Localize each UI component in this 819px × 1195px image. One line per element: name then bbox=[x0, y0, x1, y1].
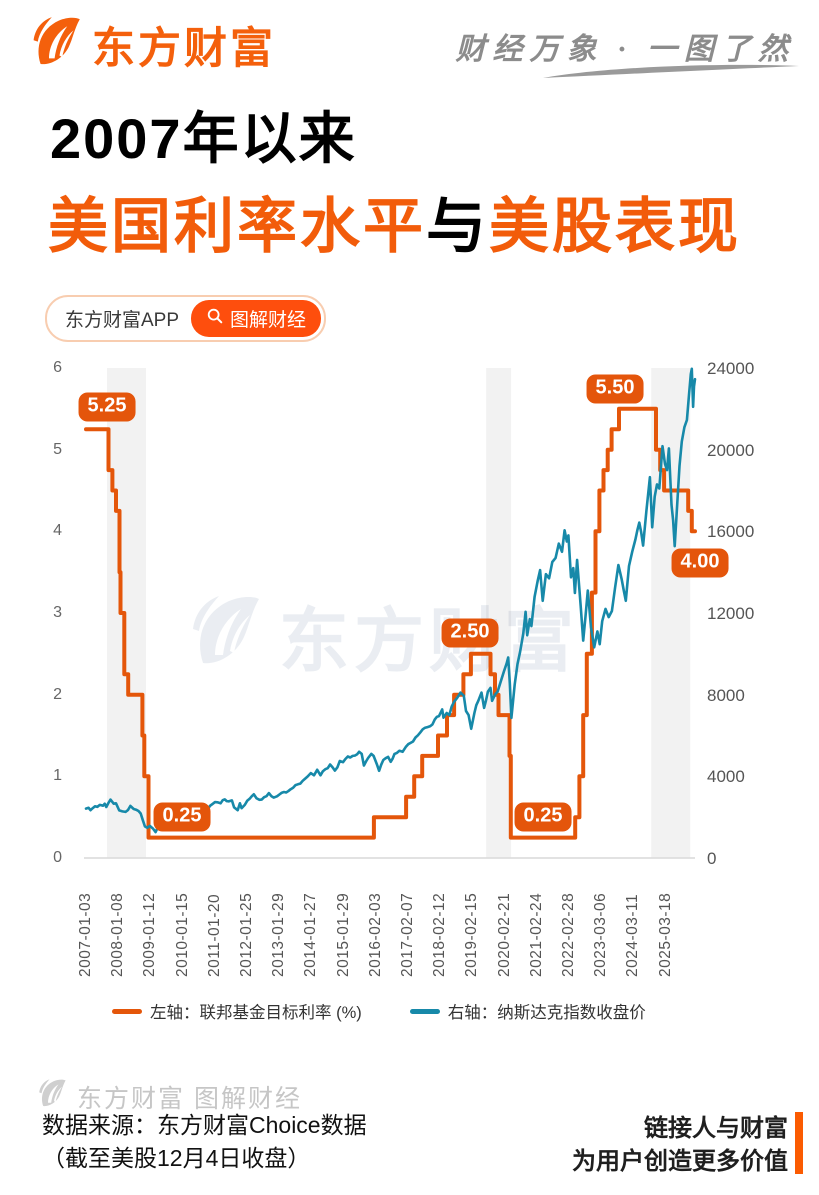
left-axis-tick: 3 bbox=[53, 604, 62, 621]
search-badge-label: 图解财经 bbox=[230, 310, 307, 331]
chart-legend: 左轴：联邦基金目标利率 (%) 右轴：纳斯达克指数收盘价 bbox=[112, 999, 646, 1023]
left-axis-tick: 2 bbox=[53, 685, 62, 703]
right-axis-tick: 4000 bbox=[707, 767, 745, 787]
x-axis-tick: 2017-02-07 bbox=[399, 892, 416, 977]
rate-annotation: 5.50 bbox=[586, 374, 644, 404]
series-1 bbox=[84, 367, 697, 834]
x-axis-tick: 2015-01-29 bbox=[334, 892, 352, 977]
brand-name: 东方财富 bbox=[92, 25, 276, 73]
right-axis-tick: 20000 bbox=[707, 440, 755, 460]
x-axis-tick: 2013-01-29 bbox=[270, 892, 288, 977]
legend-label: 右轴：纳斯达克指数收盘价 bbox=[447, 1004, 646, 1022]
x-axis-tick: 2022-02-28 bbox=[560, 892, 577, 977]
title-part-3: 美股表现 bbox=[489, 193, 741, 260]
data-source: 数据来源：东方财富Choice数据 （截至美股12月4日收盘） bbox=[42, 1109, 367, 1175]
page-title-line1: 2007年以来 bbox=[50, 107, 357, 170]
title-part-1: 美国利率水平 bbox=[48, 193, 426, 260]
left-axis-tick: 5 bbox=[53, 440, 62, 458]
eastmoney-leaf-icon bbox=[28, 15, 84, 76]
rate-annotation: 0.25 bbox=[153, 802, 211, 832]
app-badge-label: 东方财富APP bbox=[65, 310, 180, 331]
slogan-line1: 链接人与财富 bbox=[644, 1115, 788, 1142]
left-axis-tick: 6 bbox=[53, 359, 62, 376]
x-axis-tick: 2023-03-06 bbox=[592, 892, 610, 977]
left-axis-tick: 1 bbox=[53, 767, 62, 785]
tagline-swoosh bbox=[541, 62, 801, 87]
watermark-leaf-icon bbox=[185, 593, 265, 678]
right-axis-tick: 8000 bbox=[707, 685, 745, 705]
x-axis-tick: 2019-02-15 bbox=[463, 892, 481, 977]
x-axis-tick: 2008-01-08 bbox=[109, 892, 127, 977]
legend-dash-icon bbox=[112, 1008, 142, 1014]
x-axis-tick: 2011-01-20 bbox=[205, 893, 223, 977]
brand-logo: 东方财富 bbox=[28, 14, 276, 76]
series-0 bbox=[84, 406, 697, 840]
app-badge[interactable]: 东方财富APP 图解财经 bbox=[45, 295, 327, 342]
x-axis-tick: 2007-01-03 bbox=[77, 892, 94, 977]
x-axis-tick: 2025-03-18 bbox=[656, 892, 674, 977]
legend-item: 右轴：纳斯达克指数收盘价 bbox=[409, 999, 646, 1023]
slogan: 链接人与财富 为用户创造更多价值 bbox=[572, 1112, 788, 1178]
footer-leaf-icon bbox=[36, 1078, 68, 1115]
rate-annotation: 4.00 bbox=[671, 548, 729, 578]
legend-item: 左轴：联邦基金目标利率 (%) bbox=[112, 999, 362, 1023]
data-source-line1: 数据来源：东方财富Choice数据 bbox=[42, 1112, 367, 1138]
right-axis-tick: 0 bbox=[707, 849, 717, 868]
right-axis-tick: 16000 bbox=[707, 522, 755, 542]
x-axis-tick: 2021-02-24 bbox=[527, 892, 545, 977]
slogan-line2: 为用户创造更多价值 bbox=[572, 1148, 788, 1175]
rate-annotation: 5.25 bbox=[78, 392, 136, 422]
search-badge[interactable]: 图解财经 bbox=[191, 300, 322, 337]
badge-row: 东方财富APP 图解财经 bbox=[45, 295, 327, 342]
x-axis-tick: 2009-01-12 bbox=[141, 892, 159, 977]
x-axis-tick: 2024-03-11 bbox=[624, 893, 642, 977]
left-axis-tick: 4 bbox=[53, 522, 62, 540]
page-title-line2: 美国利率水平与美股表现 bbox=[48, 178, 741, 265]
x-axis-tick: 2020-02-21 bbox=[495, 892, 513, 977]
x-axis-tick: 2012-01-25 bbox=[238, 892, 255, 977]
left-axis-tick: 0 bbox=[53, 849, 62, 866]
slogan-accent-bar bbox=[795, 1112, 803, 1174]
rate-annotation: 2.50 bbox=[441, 618, 499, 648]
rate-annotation: 0.25 bbox=[514, 802, 572, 832]
legend-dash-icon bbox=[409, 1008, 440, 1014]
plot-canvas bbox=[84, 367, 697, 859]
footer-watermark: 东方财富 图解财经 bbox=[36, 1078, 302, 1115]
x-axis-tick: 2018-02-12 bbox=[431, 892, 449, 977]
legend-label: 左轴：联邦基金目标利率 (%) bbox=[150, 1004, 362, 1022]
footer-watermark-text: 东方财富 图解财经 bbox=[77, 1084, 302, 1113]
x-axis-tick: 2014-01-27 bbox=[302, 892, 320, 977]
data-source-line2: （截至美股12月4日收盘） bbox=[42, 1145, 311, 1171]
search-icon bbox=[206, 307, 224, 331]
title-part-2: 与 bbox=[426, 193, 489, 260]
x-axis-tick: 2016-02-03 bbox=[366, 892, 384, 977]
right-axis-tick: 24000 bbox=[707, 359, 755, 378]
header-tagline: 财经万象 · 一图了然 bbox=[455, 33, 795, 66]
right-axis-tick: 12000 bbox=[707, 604, 755, 623]
x-axis-tick: 2010-01-15 bbox=[173, 892, 191, 977]
